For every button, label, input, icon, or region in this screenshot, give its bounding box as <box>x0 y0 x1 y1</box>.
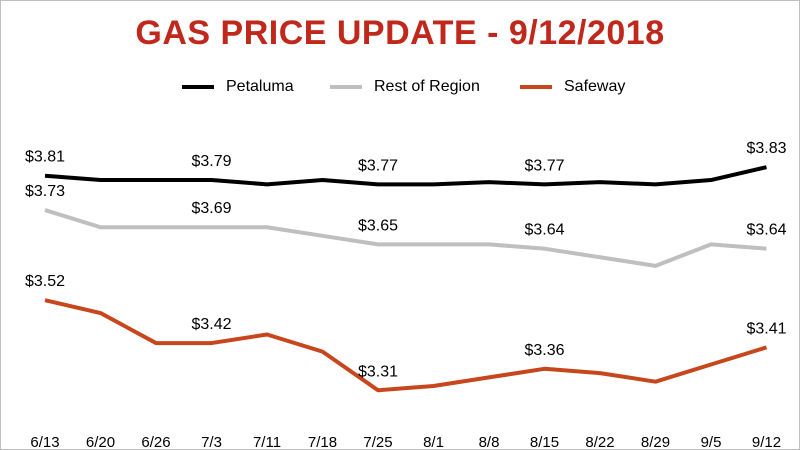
chart-title: GAS PRICE UPDATE - 9/12/2018 <box>135 14 665 52</box>
x-tick-label: 6/13 <box>30 434 59 450</box>
data-label: $3.41 <box>746 320 786 337</box>
legend-label-petaluma: Petaluma <box>226 78 294 95</box>
data-label: $3.42 <box>191 316 231 333</box>
x-tick-label: 7/18 <box>308 434 337 450</box>
x-tick-label: 7/11 <box>253 434 281 450</box>
x-tick-label: 8/29 <box>641 434 670 450</box>
data-label: $3.73 <box>25 183 65 200</box>
data-label: $3.81 <box>25 149 65 166</box>
series-line-rest-of-region <box>44 208 767 268</box>
legend-item-rest-of-region: Rest of Region <box>330 74 480 100</box>
x-tick-label: 8/8 <box>479 434 500 450</box>
series-line-petaluma <box>44 165 767 187</box>
legend-item-petaluma: Petaluma <box>182 74 294 100</box>
x-tick-label: 8/1 <box>423 434 444 450</box>
data-label: $3.77 <box>358 157 398 174</box>
data-label: $3.36 <box>524 342 564 359</box>
legend: Petaluma Rest of Region Safeway <box>0 74 800 100</box>
x-tick-label: 7/25 <box>363 434 392 450</box>
x-tick-label: 6/20 <box>86 434 115 450</box>
x-tick-label: 6/26 <box>141 434 170 450</box>
data-label: $3.77 <box>524 157 564 174</box>
x-tick-label: 8/22 <box>585 434 614 450</box>
legend-label-safeway: Safeway <box>564 78 626 95</box>
x-tick-label: 8/15 <box>530 434 559 450</box>
data-label: $3.64 <box>524 222 564 239</box>
x-tick-label: 9/12 <box>752 434 781 450</box>
legend-swatch-rest-of-region <box>330 85 362 89</box>
data-label: $3.83 <box>746 140 786 157</box>
data-label: $3.52 <box>25 273 65 290</box>
x-tick-label: 9/5 <box>701 434 722 450</box>
legend-label-rest-of-region: Rest of Region <box>374 78 480 95</box>
data-label: $3.69 <box>191 200 231 217</box>
x-tick-label: 7/3 <box>201 434 222 450</box>
data-label: $3.65 <box>358 217 398 234</box>
data-label: $3.31 <box>358 363 398 380</box>
data-label: $3.79 <box>191 153 231 170</box>
data-label: $3.64 <box>746 222 786 239</box>
legend-item-safeway: Safeway <box>520 74 625 100</box>
legend-swatch-safeway <box>520 85 552 89</box>
legend-swatch-petaluma <box>182 85 214 89</box>
series-line-safeway <box>44 298 768 393</box>
